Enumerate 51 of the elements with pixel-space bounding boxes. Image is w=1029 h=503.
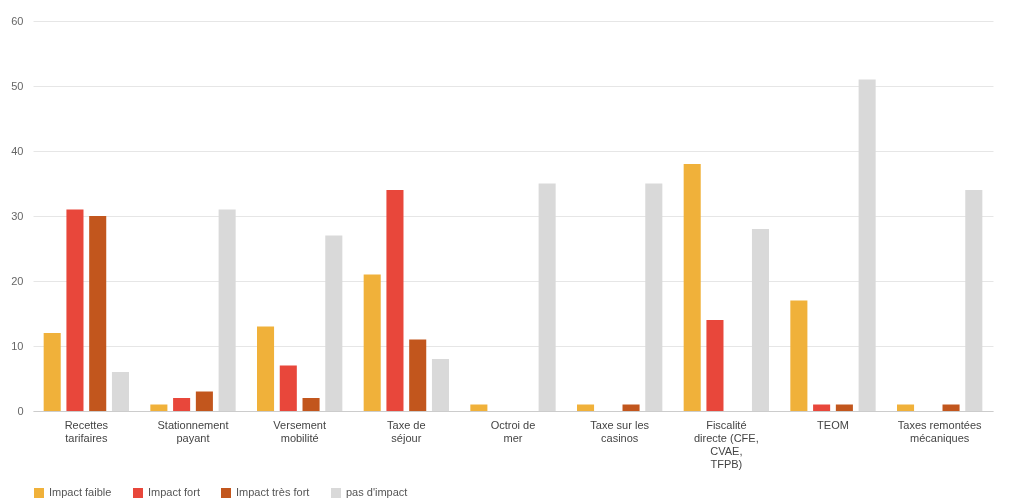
x-tick-label: Taxe sur les casinos [590,418,650,444]
bar [66,209,84,411]
bar [835,404,853,411]
y-tick-label: 10 [11,339,24,352]
legend-label: Impact très fort [236,486,310,498]
y-tick-label: 50 [11,79,24,92]
y-tick-label: 20 [11,274,24,287]
bar [706,320,724,411]
x-tick-label: Versement mobilité [273,418,326,444]
x-tick-label: Recettes tarifaires [64,418,109,444]
y-tick-label: 60 [11,14,24,27]
legend-label: Impact fort [148,486,200,498]
bar [363,274,381,411]
x-tick-label: TEOM [817,418,849,431]
bar [89,216,107,411]
bar [218,209,236,411]
bar [965,190,983,411]
bar [683,164,701,411]
bar [150,404,168,411]
bar [173,398,191,411]
bar [538,183,556,411]
bar [302,398,320,411]
bar [386,190,404,411]
bar [279,365,297,411]
bar [622,404,640,411]
bar [409,339,427,411]
x-tick-label: Taxes remontées mécaniques [897,418,983,444]
bar [897,404,915,411]
bar [111,372,129,411]
legend-label: Impact faible [49,486,112,498]
bar [195,391,213,411]
bar [257,326,275,411]
y-tick-label: 30 [11,209,24,222]
x-tick-label: Stationnement payant [157,418,229,444]
bar [942,404,960,411]
y-tick-label: 0 [17,404,24,417]
bar [790,300,808,411]
bar [325,235,343,411]
x-tick-label: Taxe de séjour [387,418,426,444]
bar [577,404,595,411]
x-tick-label: Fiscalité directe (CFE, CVAE, TFPB) [693,418,759,470]
y-tick-label: 40 [11,144,24,157]
bar [431,359,449,411]
bar [751,229,769,411]
bar [813,404,831,411]
bar [645,183,663,411]
bar [470,404,488,411]
bar [858,79,876,411]
legend-label: pas d'impact [346,486,408,498]
x-tick-label: Octroi de mer [490,418,536,444]
bar [43,333,61,411]
